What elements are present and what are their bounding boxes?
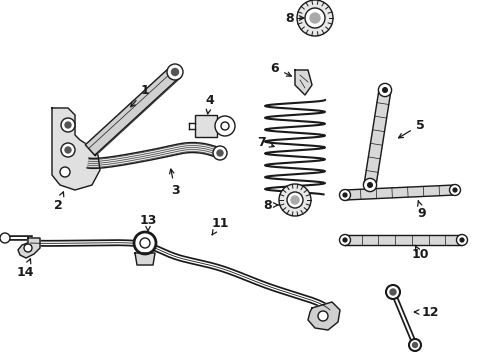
Text: 14: 14: [16, 259, 34, 279]
Circle shape: [364, 179, 377, 192]
Circle shape: [172, 68, 178, 76]
Circle shape: [390, 289, 396, 295]
Circle shape: [457, 234, 467, 246]
Circle shape: [343, 238, 347, 242]
Circle shape: [409, 339, 421, 351]
Circle shape: [61, 118, 75, 132]
Circle shape: [61, 143, 75, 157]
Circle shape: [340, 189, 350, 201]
Text: 9: 9: [417, 201, 426, 220]
Circle shape: [449, 185, 461, 195]
Circle shape: [140, 238, 150, 248]
Text: 4: 4: [206, 94, 215, 114]
Polygon shape: [52, 108, 100, 190]
Text: 2: 2: [53, 192, 64, 212]
Circle shape: [215, 116, 235, 136]
Text: 7: 7: [258, 135, 274, 149]
Circle shape: [340, 234, 350, 246]
Circle shape: [134, 232, 156, 254]
Circle shape: [221, 122, 229, 130]
Text: 6: 6: [270, 62, 291, 76]
Circle shape: [213, 146, 227, 160]
Polygon shape: [18, 238, 40, 258]
Polygon shape: [85, 67, 180, 155]
Circle shape: [368, 183, 372, 187]
Circle shape: [453, 188, 457, 192]
Circle shape: [343, 193, 347, 197]
Circle shape: [0, 233, 10, 243]
Circle shape: [279, 184, 311, 216]
Circle shape: [460, 238, 464, 242]
Circle shape: [386, 285, 400, 299]
Polygon shape: [364, 89, 391, 186]
Text: 1: 1: [131, 84, 149, 107]
Circle shape: [305, 8, 325, 28]
Circle shape: [287, 192, 303, 208]
Polygon shape: [308, 302, 340, 330]
Polygon shape: [89, 71, 180, 156]
Circle shape: [217, 150, 223, 156]
Circle shape: [310, 13, 320, 23]
Polygon shape: [87, 143, 221, 168]
Circle shape: [291, 196, 299, 204]
Circle shape: [297, 0, 333, 36]
Text: 8: 8: [264, 198, 278, 212]
Text: 12: 12: [415, 306, 439, 319]
Text: 13: 13: [139, 213, 157, 232]
Polygon shape: [135, 253, 155, 265]
Circle shape: [65, 122, 71, 128]
Text: 8: 8: [286, 12, 304, 24]
Text: 3: 3: [170, 169, 179, 197]
Circle shape: [378, 84, 392, 96]
Circle shape: [167, 64, 183, 80]
Text: 11: 11: [211, 216, 229, 235]
Polygon shape: [345, 185, 455, 200]
Circle shape: [413, 342, 417, 347]
Text: 5: 5: [398, 118, 424, 138]
Circle shape: [65, 147, 71, 153]
Text: 10: 10: [411, 246, 429, 261]
Polygon shape: [345, 235, 462, 245]
Polygon shape: [195, 115, 217, 137]
Circle shape: [318, 311, 328, 321]
Circle shape: [24, 244, 32, 252]
Circle shape: [60, 167, 70, 177]
Circle shape: [383, 88, 387, 92]
Polygon shape: [295, 70, 312, 95]
